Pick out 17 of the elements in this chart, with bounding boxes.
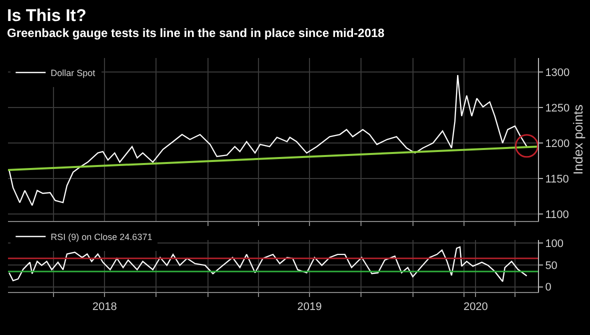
x-tick-label: 2018 xyxy=(92,301,117,314)
y-tick-label: 1300 xyxy=(545,67,570,80)
legend-label: RSI (9) on Close 24.6371 xyxy=(50,232,152,242)
y-tick-label: 1150 xyxy=(545,173,569,186)
x-tick-label: 2020 xyxy=(463,301,488,314)
y-tick-label: 0 xyxy=(545,282,552,294)
y-tick-label: 1200 xyxy=(545,138,570,150)
y-tick-label: 1250 xyxy=(545,102,570,114)
y-tick-label: 1100 xyxy=(545,208,569,221)
y-tick-label: 100 xyxy=(545,238,564,250)
x-tick-label: 2019 xyxy=(297,301,322,314)
legend-label: Dollar Spot xyxy=(50,68,96,78)
line-series xyxy=(8,246,528,282)
chart-title: Is This It? xyxy=(7,6,86,25)
chart-subtitle: Greenback gauge tests its line in the sand in place since mid-2018 xyxy=(7,26,385,40)
y-axis-title: Index points xyxy=(570,104,586,175)
y-tick-label: 50 xyxy=(545,260,558,272)
